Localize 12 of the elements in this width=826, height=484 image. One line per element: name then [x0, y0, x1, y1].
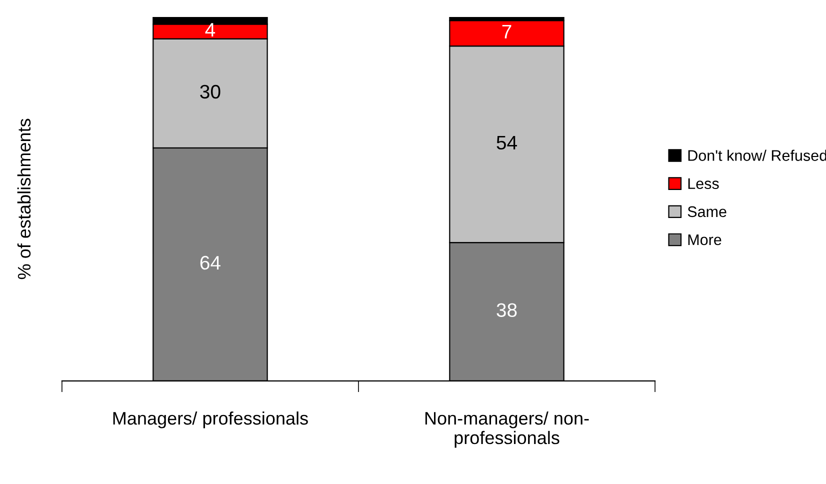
data-label: 7	[502, 24, 512, 38]
data-label: 4	[205, 23, 216, 37]
y-axis-title: % of establishments	[17, 118, 31, 280]
data-label: 38	[496, 303, 517, 317]
legend-label: Same	[688, 206, 726, 218]
legend-label: More	[688, 234, 722, 246]
data-label: 30	[200, 84, 220, 99]
data-label: 64	[200, 256, 220, 270]
x-tick-label: Managers/ professionals	[113, 411, 308, 428]
x-tick-label: Non-managers/ non- professionals	[425, 411, 589, 448]
data-label: 54	[496, 136, 517, 150]
legend-label: Less	[688, 178, 719, 190]
